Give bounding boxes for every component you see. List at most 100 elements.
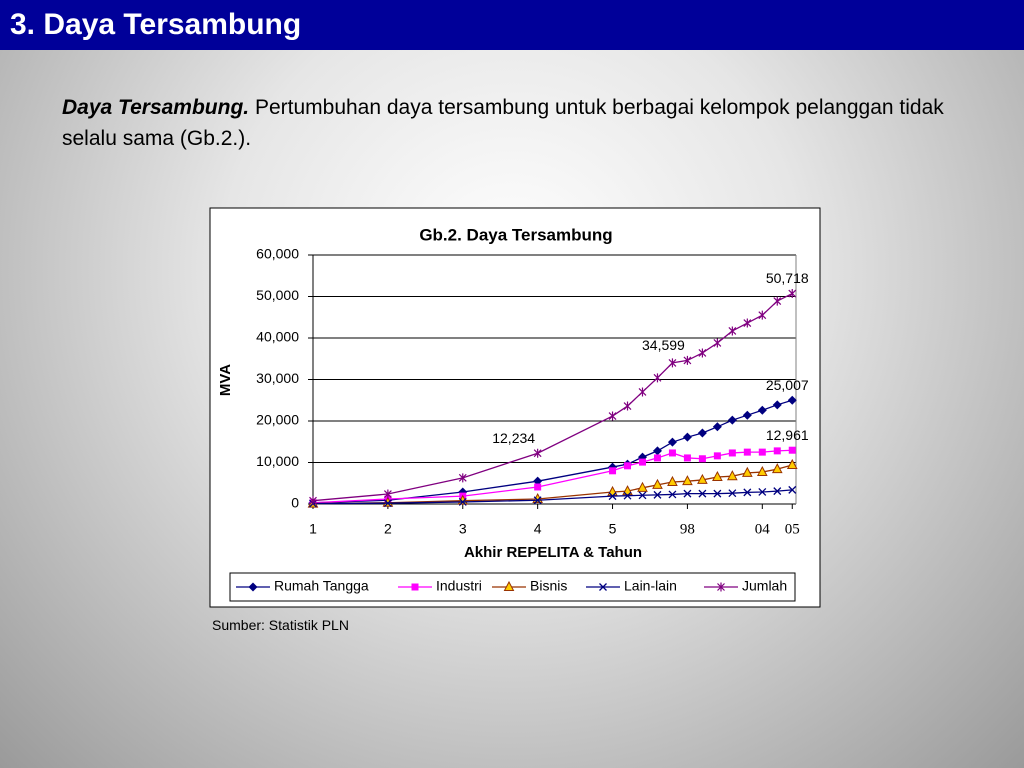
data-point: [712, 422, 722, 432]
data-point: [788, 446, 796, 454]
x-tick-label: 4: [534, 521, 542, 537]
x-axis-title: Akhir REPELITA & Tahun: [464, 544, 642, 561]
data-point: [758, 310, 767, 320]
data-point: [742, 410, 752, 420]
data-point: [383, 499, 392, 508]
legend-marker: [717, 582, 725, 592]
data-point: [309, 496, 317, 506]
data-point: [698, 455, 706, 463]
data-point: [741, 466, 753, 477]
data-point: [623, 401, 632, 411]
paragraph-lead: Daya Tersambung.: [62, 96, 250, 119]
data-point: [609, 467, 617, 475]
data-point: [771, 463, 783, 474]
data-label: 50,718: [766, 270, 809, 286]
x-tick-label: 5: [609, 521, 617, 537]
data-point: [773, 296, 782, 306]
data-point: [727, 415, 737, 425]
slide-title: 3. Daya Tersambung: [0, 0, 1024, 50]
data-point: [713, 338, 722, 348]
data-point: [773, 487, 782, 496]
data-point: [786, 458, 798, 469]
data-point: [772, 400, 782, 410]
x-tick-label: 2: [384, 521, 392, 537]
y-tick-label: 10,000: [256, 453, 299, 469]
data-point: [638, 491, 647, 500]
data-point: [743, 488, 752, 497]
paragraph-text: Pertumbuhan daya tersambung untuk berbag…: [62, 96, 944, 150]
data-point: [637, 481, 648, 492]
y-tick-label: 60,000: [256, 246, 299, 262]
legend-label: Rumah Tangga: [274, 578, 369, 594]
data-point: [743, 448, 751, 456]
paragraph: Daya Tersambung. Pertumbuhan daya tersam…: [62, 92, 962, 154]
data-point: [458, 497, 467, 506]
data-point: [728, 449, 736, 457]
legend-label: Bisnis: [530, 578, 567, 594]
legend-marker: [411, 583, 419, 591]
data-point: [534, 483, 542, 491]
data-point: [682, 432, 692, 442]
x-tick-label: 1: [309, 521, 317, 537]
data-point: [698, 489, 707, 498]
data-point: [533, 448, 542, 458]
data-point: [758, 448, 766, 456]
y-axis-title: MVA: [217, 364, 234, 396]
data-point: [683, 355, 692, 365]
data-label: 12,234: [492, 430, 535, 446]
data-point: [788, 289, 797, 299]
data-point: [652, 478, 663, 489]
data-point: [623, 491, 632, 500]
data-point: [728, 489, 737, 498]
data-point: [653, 454, 661, 462]
data-point: [697, 473, 708, 484]
data-point: [667, 475, 678, 487]
data-point: [713, 452, 721, 460]
x-tick-label: 98: [680, 521, 695, 537]
legend-label: Industri: [436, 578, 482, 594]
data-point: [743, 318, 752, 328]
data-point: [756, 465, 768, 477]
y-tick-label: 0: [291, 495, 299, 511]
data-point: [668, 449, 676, 457]
data-point: [668, 358, 677, 368]
data-point: [712, 470, 723, 482]
x-tick-label: 04: [755, 521, 771, 537]
chart-frame: [209, 207, 821, 608]
y-tick-label: 50,000: [256, 287, 299, 303]
data-point: [383, 489, 392, 499]
data-point: [653, 490, 662, 499]
data-point: [727, 470, 738, 481]
data-point: [638, 458, 646, 466]
legend-marker: [599, 583, 607, 591]
legend-marker: [503, 580, 515, 591]
data-point: [533, 476, 543, 486]
data-point: [622, 485, 633, 496]
data-point: [788, 485, 797, 494]
data-point: [533, 496, 542, 505]
data-point: [713, 489, 722, 498]
y-tick-label: 20,000: [256, 412, 299, 428]
data-point: [757, 405, 767, 415]
data-point: [668, 490, 677, 499]
data-point: [458, 473, 467, 483]
data-point: [787, 395, 797, 405]
source-note: Sumber: Statistik PLN: [212, 617, 349, 633]
data-point: [638, 387, 647, 397]
data-point: [698, 348, 707, 358]
data-label: 34,599: [642, 337, 685, 353]
legend-label: Jumlah: [742, 578, 787, 594]
data-point: [682, 475, 693, 486]
data-point: [697, 428, 707, 438]
data-point: [652, 446, 662, 456]
data-point: [667, 437, 677, 447]
data-point: [382, 496, 394, 507]
legend-marker: [248, 582, 258, 592]
data-label: 25,007: [766, 377, 809, 393]
y-tick-label: 40,000: [256, 329, 299, 345]
x-tick-label: 05: [785, 521, 800, 537]
x-tick-label: 3: [459, 521, 467, 537]
data-point: [608, 411, 617, 421]
y-tick-label: 30,000: [256, 370, 299, 386]
